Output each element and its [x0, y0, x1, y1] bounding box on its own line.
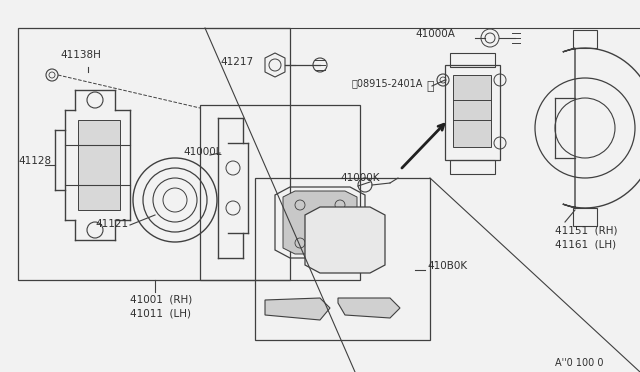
- Bar: [445, 65, 500, 160]
- Bar: [78, 120, 120, 210]
- Polygon shape: [338, 298, 400, 318]
- Text: 41121: 41121: [95, 219, 128, 229]
- Polygon shape: [283, 191, 357, 254]
- Bar: [255, 178, 430, 340]
- Text: 41000L: 41000L: [183, 147, 221, 157]
- Text: 41138H: 41138H: [60, 50, 101, 60]
- Text: Ⓦ: Ⓦ: [426, 80, 434, 93]
- Bar: [450, 160, 495, 174]
- Text: 410B0K: 410B0K: [427, 261, 467, 271]
- Text: A''0 100 0: A''0 100 0: [555, 358, 604, 368]
- Polygon shape: [265, 298, 330, 320]
- Bar: [200, 105, 360, 280]
- Text: 41151  (RH): 41151 (RH): [555, 225, 618, 235]
- Text: 41011  (LH): 41011 (LH): [130, 309, 191, 319]
- Text: 41000K: 41000K: [340, 173, 380, 183]
- Polygon shape: [305, 207, 385, 273]
- Bar: [573, 208, 597, 226]
- Bar: [453, 75, 491, 147]
- Text: Ⓥ08915-2401A: Ⓥ08915-2401A: [352, 78, 424, 88]
- Text: 41000A: 41000A: [415, 29, 455, 39]
- Bar: [450, 53, 495, 67]
- Bar: [573, 30, 597, 48]
- Text: 41217: 41217: [220, 57, 253, 67]
- Bar: [18, 28, 290, 280]
- Text: 41128: 41128: [18, 156, 51, 166]
- Text: 41161  (LH): 41161 (LH): [555, 239, 616, 249]
- Text: 41001  (RH): 41001 (RH): [130, 295, 192, 305]
